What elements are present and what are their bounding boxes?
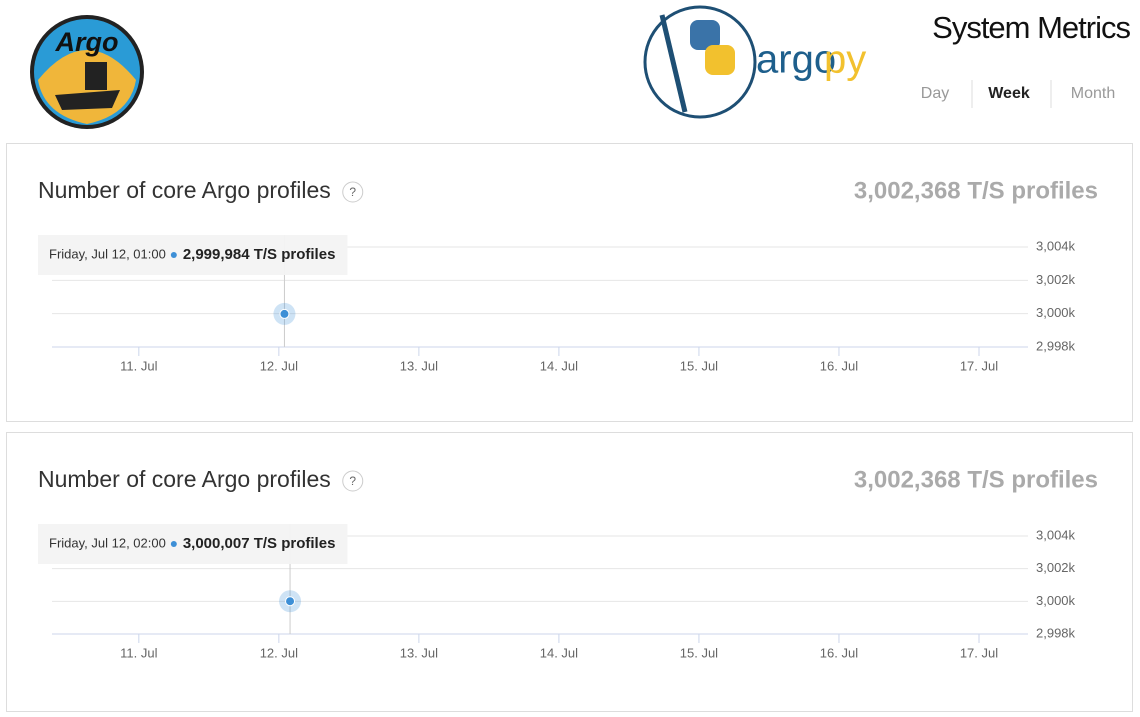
logo-sail — [85, 62, 107, 90]
logo-snake-blue — [690, 20, 720, 50]
x-tick-label: 11. Jul — [120, 358, 157, 373]
x-tick-label: 15. Jul — [680, 358, 718, 373]
tab[interactable]: Day — [921, 85, 949, 102]
tooltip — [38, 524, 348, 564]
logo-snake-yellow — [705, 45, 735, 75]
tooltip-value: 2,999,984 T/S profiles — [183, 246, 336, 263]
logo-text: Argo — [55, 27, 119, 57]
tooltip-value: 3,000,007 T/S profiles — [183, 535, 336, 552]
x-tick-label: 16. Jul — [820, 358, 858, 373]
logo-text-left: argo — [756, 38, 836, 82]
logo-circle — [643, 5, 757, 119]
logo-text-right: py — [824, 38, 866, 82]
y-tick-label: 3,000k — [1036, 593, 1076, 608]
tab[interactable]: Month — [1071, 85, 1115, 102]
x-tick-label: 17. Jul — [960, 358, 998, 373]
x-tick-label: 16. Jul — [820, 645, 858, 660]
x-tick-label: 17. Jul — [960, 645, 998, 660]
help-icon[interactable] — [342, 470, 364, 492]
tooltip — [38, 235, 348, 275]
x-tick-label: 13. Jul — [400, 358, 438, 373]
logo-float — [659, 14, 688, 113]
hover-point — [285, 596, 296, 607]
x-tick-label: 12. Jul — [260, 358, 298, 373]
tabs: Day Week Month — [921, 80, 1115, 108]
hover-point — [279, 308, 290, 319]
chart-title: Number of core Argo profiles — [38, 466, 331, 492]
argopy-logo: argo py — [643, 5, 866, 119]
charts: Number of core Argo profiles? 3,002,368 T… — [6, 143, 1133, 712]
page-title: System Metrics — [932, 10, 1130, 45]
y-tick-label: 3,004k — [1036, 527, 1076, 542]
y-tick-label: 2,998k — [1036, 338, 1076, 353]
chart-total: 3,002,368 T/S profiles — [854, 177, 1098, 204]
x-tick-label: 13. Jul — [400, 645, 438, 660]
x-tick-label: 11. Jul — [120, 645, 157, 660]
x-tick-label: 14. Jul — [540, 358, 578, 373]
y-tick-label: 3,002k — [1036, 272, 1076, 287]
panel-border — [6, 143, 1133, 422]
x-tick-label: 14. Jul — [540, 645, 578, 660]
chart-panel: Number of core Argo profiles? 3,002,368 T… — [6, 432, 1133, 712]
y-tick-label: 3,002k — [1036, 560, 1076, 575]
tab[interactable]: Week — [988, 85, 1030, 102]
y-tick-label: 3,004k — [1036, 238, 1076, 253]
y-tick-label: 2,998k — [1036, 625, 1076, 640]
tooltip-dot — [170, 541, 177, 547]
tooltip-date: Friday, Jul 12, 01:00 — [49, 246, 166, 261]
logo-ship — [55, 90, 120, 110]
x-tick-label: 12. Jul — [260, 645, 298, 660]
help-icon-glyph: ? — [349, 474, 356, 488]
x-tick-label: 15. Jul — [680, 645, 718, 660]
chart-total: 3,002,368 T/S profiles — [854, 466, 1098, 493]
tooltip-date: Friday, Jul 12, 02:00 — [49, 535, 166, 550]
panel-border — [6, 432, 1133, 712]
chart-title: Number of core Argo profiles — [38, 177, 331, 203]
tooltip-dot — [170, 252, 177, 258]
chart-panel: Number of core Argo profiles? 3,002,368 T… — [6, 143, 1133, 422]
help-icon[interactable] — [342, 181, 364, 203]
help-icon-glyph: ? — [349, 185, 356, 199]
y-tick-label: 3,000k — [1036, 305, 1076, 320]
argo-logo: Argo — [30, 15, 144, 129]
